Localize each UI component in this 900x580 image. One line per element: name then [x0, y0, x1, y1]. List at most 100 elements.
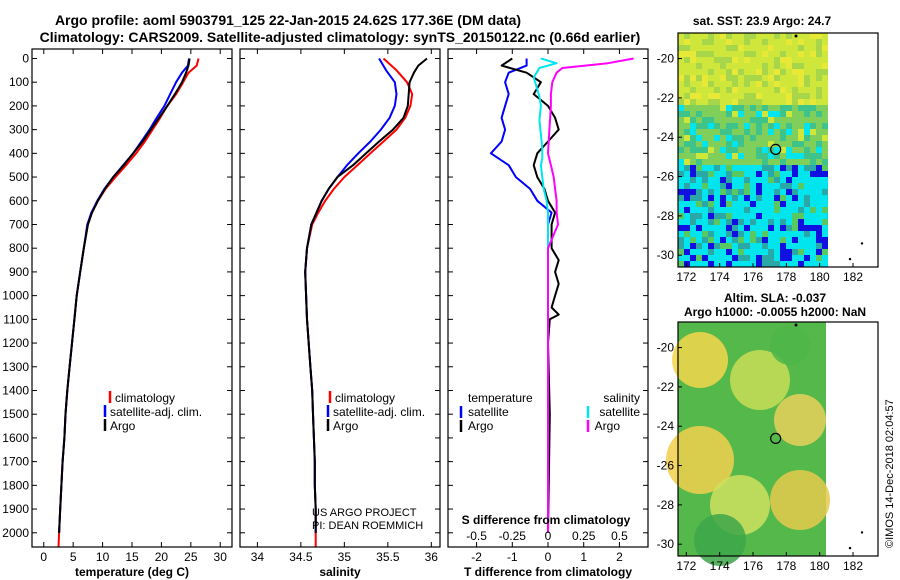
sst-cell [708, 219, 714, 225]
secondary-x-tick-label: -0.25 [499, 529, 527, 543]
sst-cell [708, 117, 714, 123]
sst-cell [738, 177, 744, 183]
sst-cell [792, 177, 798, 183]
sst-cell [702, 183, 708, 189]
sst-cell [756, 195, 762, 201]
sst-cell [774, 189, 780, 195]
sst-cell [702, 135, 708, 141]
sst-cell [750, 231, 756, 237]
sst-cell [738, 75, 744, 81]
sst-cell [714, 189, 720, 195]
sst-cell [804, 243, 810, 249]
y-tick-label: 1500 [2, 407, 29, 421]
sst-cell [786, 39, 792, 45]
sst-cell [684, 135, 690, 141]
sst-cell [786, 177, 792, 183]
sst-cell [726, 249, 732, 255]
sst-cell [732, 165, 738, 171]
sst-cell [798, 87, 804, 93]
sst-cell [774, 105, 780, 111]
sst-cell [744, 177, 750, 183]
sst-cell [696, 57, 702, 63]
sst-cell [822, 141, 828, 147]
sst-cell [684, 153, 690, 159]
y-tick-label: 500 [9, 170, 29, 184]
y-tick-label: 1200 [2, 336, 29, 350]
sst-cell [786, 123, 792, 129]
sst-cell [804, 45, 810, 51]
sst-cell [762, 231, 768, 237]
sst-cell [708, 255, 714, 261]
sst-cell [714, 183, 720, 189]
sst-cell [804, 201, 810, 207]
sst-cell [786, 81, 792, 87]
sst-cell [726, 39, 732, 45]
sst-cell [774, 219, 780, 225]
sst-cell [816, 261, 822, 267]
sst-cell [708, 123, 714, 129]
sst-cell [708, 147, 714, 153]
sst-cell [750, 219, 756, 225]
series-temperature-argo [500, 57, 560, 533]
series-salinity-satellite [532, 57, 558, 533]
sst-cell [816, 123, 822, 129]
sst-cell [690, 99, 696, 105]
sst-cell [786, 225, 792, 231]
sst-cell [786, 135, 792, 141]
sst-cell [780, 237, 786, 243]
sst-cell [780, 195, 786, 201]
sst-cell [780, 111, 786, 117]
sst-cell [756, 111, 762, 117]
sst-cell [750, 177, 756, 183]
sst-cell [750, 129, 756, 135]
sst-cell [696, 123, 702, 129]
sst-cell [762, 213, 768, 219]
sst-cell [690, 159, 696, 165]
sst-cell [774, 75, 780, 81]
sla-blob [770, 470, 830, 530]
sst-cell [762, 201, 768, 207]
sst-cell [702, 147, 708, 153]
sst-cell [738, 141, 744, 147]
sst-cell [726, 177, 732, 183]
map-x-tick-label: 174 [710, 270, 730, 284]
sst-cell [720, 231, 726, 237]
sst-cell [714, 177, 720, 183]
map-x-tick-label: 178 [776, 270, 796, 284]
sst-cell [696, 75, 702, 81]
sst-cell [726, 99, 732, 105]
sst-cell [792, 219, 798, 225]
sst-cell [786, 195, 792, 201]
sst-cell [792, 45, 798, 51]
sst-cell [696, 243, 702, 249]
sst-cell [726, 255, 732, 261]
sst-cell [690, 177, 696, 183]
sst-cell [786, 243, 792, 249]
sst-cell [768, 159, 774, 165]
sst-cell [768, 165, 774, 171]
sst-cell [732, 261, 738, 267]
x-tick-label: 0 [545, 550, 552, 564]
sst-cell [810, 87, 816, 93]
sst-cell [756, 39, 762, 45]
sst-cell [792, 51, 798, 57]
sst-cell [798, 147, 804, 153]
series-satellite-adj-clim- [58, 58, 191, 533]
x-tick-label: 30 [214, 550, 228, 564]
sst-cell [774, 111, 780, 117]
sst-cell [798, 177, 804, 183]
sst-cell [732, 207, 738, 213]
sst-cell [786, 201, 792, 207]
sst-cell [786, 63, 792, 69]
sst-cell [750, 201, 756, 207]
sst-cell [738, 183, 744, 189]
sst-cell [816, 183, 822, 189]
map-x-tick-label: 180 [810, 559, 830, 573]
sst-cell [756, 69, 762, 75]
sst-cell [798, 219, 804, 225]
sst-cell [714, 117, 720, 123]
sst-cell [822, 231, 828, 237]
sst-cell [804, 87, 810, 93]
sst-cell [696, 207, 702, 213]
sst-cell [810, 177, 816, 183]
